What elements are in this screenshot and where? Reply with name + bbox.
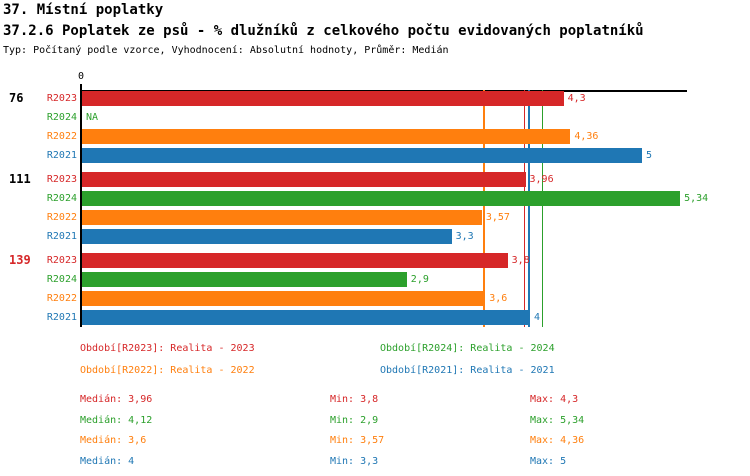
bar-111-R2021 (82, 229, 452, 244)
bar-value-label: 5,34 (684, 193, 709, 204)
axis-label-R2022: R2022 (46, 293, 77, 304)
bar-value-label: 3,96 (529, 174, 554, 185)
bar-value-label: 3,8 (511, 255, 530, 266)
y-axis-line (80, 84, 82, 327)
group-label-76: 76 (9, 91, 24, 105)
bar-value-label: 4 (534, 312, 541, 323)
stat-min-R2021: Min: 3,3 (330, 456, 379, 468)
chart-meta-line: Typ: Počítaný podle vzorce, Vyhodnocení:… (3, 45, 449, 56)
axis-label-R2023: R2023 (46, 93, 77, 104)
stat-min-R2024: Min: 2,9 (330, 414, 379, 426)
axis-label-R2021: R2021 (46, 231, 77, 242)
group-label-111: 111 (9, 172, 31, 186)
bar-139-R2023 (82, 253, 508, 268)
stat-median-R2021: Medián: 4 (80, 456, 135, 468)
bar-139-R2021 (82, 310, 530, 325)
legend-item-R2024: Období[R2024]: Realita - 2024 (380, 343, 555, 354)
bar-value-label: 3,3 (455, 231, 474, 242)
stat-min-R2022: Min: 3,57 (330, 435, 385, 447)
bar-111-R2023 (82, 172, 526, 187)
stat-max-R2022: Max: 4,36 (530, 435, 585, 447)
bar-na-label: NA (86, 112, 99, 123)
page-title: 37. Místní poplatky (3, 2, 164, 18)
stat-median-R2023: Medián: 3,96 (80, 394, 153, 405)
chart-title: 37.2.6 Poplatek ze psů - % dlužníků z ce… (3, 23, 644, 39)
axis-label-R2023: R2023 (46, 255, 77, 266)
axis-label-R2021: R2021 (46, 312, 77, 323)
axis-label-R2024: R2024 (46, 112, 77, 123)
axis-label-R2024: R2024 (46, 193, 77, 204)
legend-item-R2021: Období[R2021]: Realita - 2021 (380, 365, 555, 376)
median-line-R2023 (523, 90, 526, 327)
stat-max-R2024: Max: 5,34 (530, 414, 585, 426)
x-axis-tick-label: 0 (77, 71, 85, 82)
bar-value-label: 4,3 (567, 93, 586, 104)
bar-111-R2024 (82, 191, 681, 206)
stat-min-R2023: Min: 3,8 (330, 394, 379, 405)
bar-76-R2023 (82, 91, 564, 106)
bar-value-label: 3,57 (485, 212, 510, 223)
axis-label-R2022: R2022 (46, 131, 77, 142)
stat-median-R2024: Medián: 4,12 (80, 414, 153, 426)
bar-value-label: 4,36 (574, 131, 599, 142)
axis-label-R2023: R2023 (46, 174, 77, 185)
stat-max-R2023: Max: 4,3 (530, 394, 579, 405)
bar-value-label: 5 (646, 150, 653, 161)
median-line-R2024 (541, 90, 544, 327)
bar-139-R2022 (82, 291, 486, 306)
stat-max-R2021: Max: 5 (530, 456, 567, 468)
legend-item-R2022: Období[R2022]: Realita - 2022 (80, 365, 255, 376)
bar-value-label: 2,9 (410, 274, 429, 285)
median-line-R2021 (528, 90, 530, 327)
bar-111-R2022 (82, 210, 482, 225)
axis-label-R2024: R2024 (46, 274, 77, 285)
stat-median-R2022: Medián: 3,6 (80, 435, 147, 447)
bar-value-label: 3,6 (489, 293, 508, 304)
bar-76-R2021 (82, 148, 642, 163)
legend-item-R2023: Období[R2023]: Realita - 2023 (80, 343, 255, 354)
group-label-139: 139 (9, 253, 31, 267)
axis-label-R2022: R2022 (46, 212, 77, 223)
bar-139-R2024 (82, 272, 407, 287)
median-line-R2022 (483, 90, 485, 327)
axis-label-R2021: R2021 (46, 150, 77, 161)
bar-76-R2022 (82, 129, 571, 144)
